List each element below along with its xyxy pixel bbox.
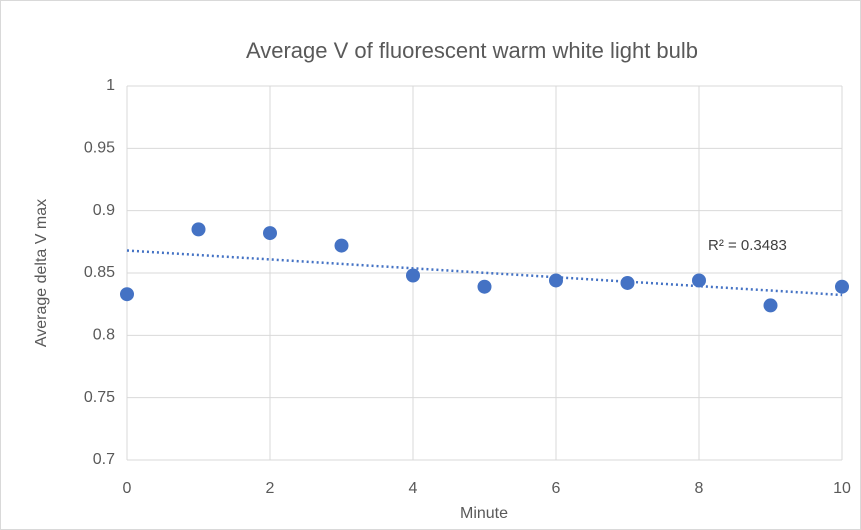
point xyxy=(835,279,849,294)
x-tick-label: 8 xyxy=(695,480,704,497)
x-axis-label: Minute xyxy=(460,505,508,522)
point xyxy=(763,298,778,313)
y-tick-label: 0.75 xyxy=(84,389,115,406)
trendline-annotation: R² = 0.3483 xyxy=(708,237,787,254)
chart-title: Average V of fluorescent warm white ligh… xyxy=(246,38,698,63)
point xyxy=(334,238,349,253)
y-tick-label: 0.7 xyxy=(93,451,115,468)
point xyxy=(549,273,563,288)
trendline xyxy=(126,249,843,297)
x-tick-label: 4 xyxy=(409,480,418,497)
point xyxy=(191,222,206,237)
point xyxy=(263,226,277,241)
point xyxy=(620,275,635,290)
x-tick-label: 0 xyxy=(123,480,132,497)
point xyxy=(120,287,134,302)
point xyxy=(477,279,492,294)
y-tick-label: 0.95 xyxy=(84,140,115,157)
y-tick-label: 0.85 xyxy=(84,264,115,281)
x-tick-label: 10 xyxy=(833,480,851,497)
x-tick-label: 2 xyxy=(266,480,275,497)
y-tick-label: 0.8 xyxy=(93,327,115,344)
x-tick-label: 6 xyxy=(552,480,561,497)
y-tick-label: 0.9 xyxy=(93,202,115,219)
y-axis-label: Average delta V max xyxy=(33,199,50,347)
y-tick-label: 1 xyxy=(106,77,115,94)
point xyxy=(406,268,420,283)
point xyxy=(692,273,706,288)
